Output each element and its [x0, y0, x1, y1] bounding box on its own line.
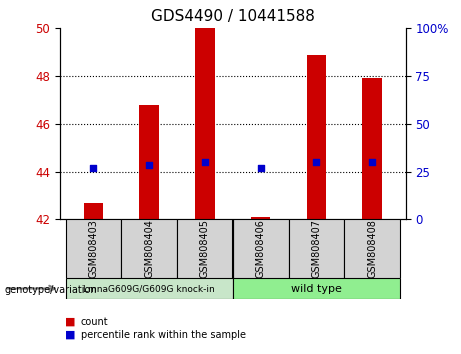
Point — [146, 162, 153, 167]
Bar — [251, 217, 271, 219]
Text: GSM808404: GSM808404 — [144, 219, 154, 278]
Point — [313, 159, 320, 165]
Point — [257, 165, 264, 171]
Bar — [362, 79, 382, 219]
Text: GSM808407: GSM808407 — [312, 219, 321, 278]
Point — [90, 165, 97, 171]
Text: wild type: wild type — [291, 284, 342, 293]
Text: genotype/variation: genotype/variation — [5, 285, 97, 295]
Text: LmnaG609G/G609G knock-in: LmnaG609G/G609G knock-in — [83, 284, 215, 293]
Text: count: count — [81, 317, 108, 327]
Bar — [65, 219, 121, 278]
Text: GSM808408: GSM808408 — [367, 219, 377, 278]
Text: GSM808405: GSM808405 — [200, 219, 210, 278]
Bar — [233, 219, 289, 278]
Bar — [65, 278, 233, 299]
Point — [201, 159, 209, 165]
Bar — [139, 105, 159, 219]
Bar — [344, 219, 400, 278]
Bar — [307, 55, 326, 219]
Point — [368, 159, 376, 165]
Bar — [177, 219, 233, 278]
Bar — [233, 278, 400, 299]
Bar — [195, 28, 215, 219]
Text: GSM808403: GSM808403 — [89, 219, 98, 278]
Bar — [83, 203, 103, 219]
Title: GDS4490 / 10441588: GDS4490 / 10441588 — [151, 9, 315, 24]
Text: GSM808406: GSM808406 — [256, 219, 266, 278]
Bar — [121, 219, 177, 278]
Text: ■: ■ — [65, 330, 75, 339]
Text: ■: ■ — [65, 317, 75, 327]
Text: percentile rank within the sample: percentile rank within the sample — [81, 330, 246, 339]
Bar — [289, 219, 344, 278]
